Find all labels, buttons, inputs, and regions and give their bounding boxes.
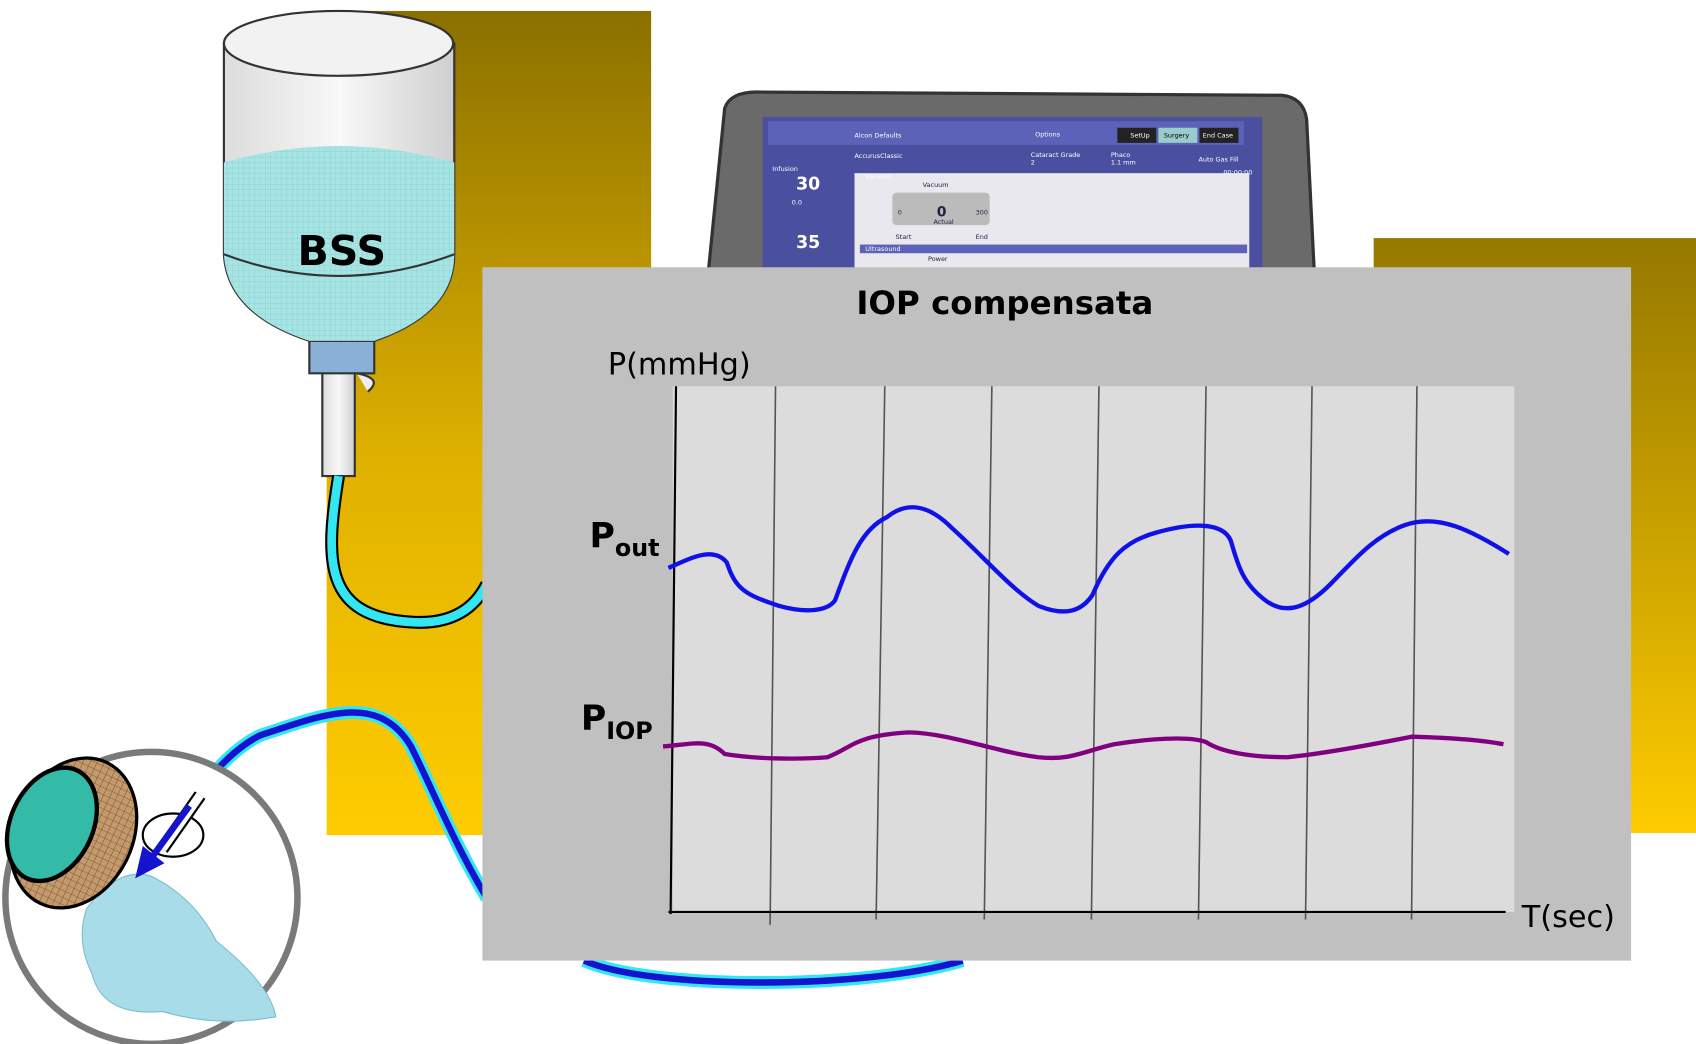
monitor-text: Vacuum — [865, 173, 891, 181]
monitor-text: 2 — [1031, 159, 1035, 167]
x-axis-label: T(sec) — [1521, 900, 1615, 935]
monitor-text: Start — [896, 233, 912, 241]
monitor-value: 0.0 — [792, 199, 802, 207]
symbol: P — [581, 699, 606, 739]
chart-title: IOP compensata — [856, 284, 1153, 322]
monitor-text: End — [976, 233, 988, 241]
y-axis-label: P(mmHg) — [608, 347, 751, 382]
chart-panel: IOP compensata P(mmHg) T(sec) Pout PIOP — [482, 267, 1631, 960]
monitor-text: Cataract Grade — [1031, 151, 1080, 159]
tab-label[interactable]: SetUp — [1130, 131, 1149, 139]
monitor-value: 35 — [796, 233, 820, 253]
monitor-text: 1.1 mm — [1111, 159, 1136, 167]
bottle-label: BSS — [297, 227, 386, 275]
symbol: P — [589, 516, 614, 556]
tab-label[interactable]: Surgery — [1164, 131, 1189, 139]
monitor-value: 300 — [976, 208, 988, 216]
monitor-text: Alcon Defaults — [854, 131, 902, 139]
subscript: out — [615, 534, 660, 562]
eye — [0, 737, 297, 1044]
monitor-text: Power — [928, 255, 948, 263]
monitor-value: 30 — [796, 174, 820, 194]
monitor-text: Actual — [933, 218, 953, 226]
monitor-text: Infusion — [772, 165, 798, 173]
monitor-text: AccurusClassic — [854, 152, 902, 160]
monitor-text: Auto Gas Fill — [1198, 155, 1238, 163]
monitor-text: 00:00:00 — [1223, 168, 1252, 176]
monitor-text: Ultrasound — [865, 245, 900, 253]
tab-label[interactable]: End Case — [1203, 131, 1233, 139]
monitor-value: 0 — [898, 208, 902, 216]
slide: Alcon Defaults AccurusClassic Options Se… — [0, 0, 1696, 1044]
subscript: IOP — [606, 717, 653, 745]
monitor: Alcon Defaults AccurusClassic Options Se… — [708, 92, 1314, 270]
monitor-text: Vacuum — [923, 181, 949, 189]
monitor-text: Options — [1035, 130, 1061, 138]
